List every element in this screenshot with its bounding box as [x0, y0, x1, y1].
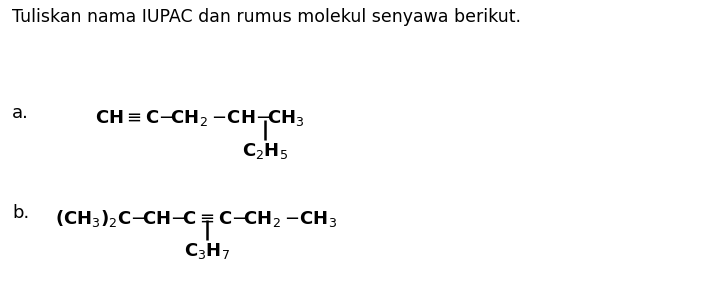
Text: CH$\equiv$C$-\!$CH$_{2}-\!$CH$-\!$CH$_{3}$: CH$\equiv$C$-\!$CH$_{2}-\!$CH$-\!$CH$_{3… [95, 108, 304, 128]
Text: (CH$_{3}$)$_{2}$C$-\!$CH$-\!$C$\equiv$C$-\!$CH$_{2}-\!$CH$_{3}$: (CH$_{3}$)$_{2}$C$-\!$CH$-\!$C$\equiv$C$… [55, 208, 337, 229]
Text: Tuliskan nama IUPAC dan rumus molekul senyawa berikut.: Tuliskan nama IUPAC dan rumus molekul se… [12, 8, 521, 26]
Text: a.: a. [12, 104, 29, 122]
Text: C$_{3}$H$_{7}$: C$_{3}$H$_{7}$ [184, 241, 230, 261]
Text: C$_{2}$H$_{5}$: C$_{2}$H$_{5}$ [242, 141, 288, 161]
Text: b.: b. [12, 204, 29, 222]
